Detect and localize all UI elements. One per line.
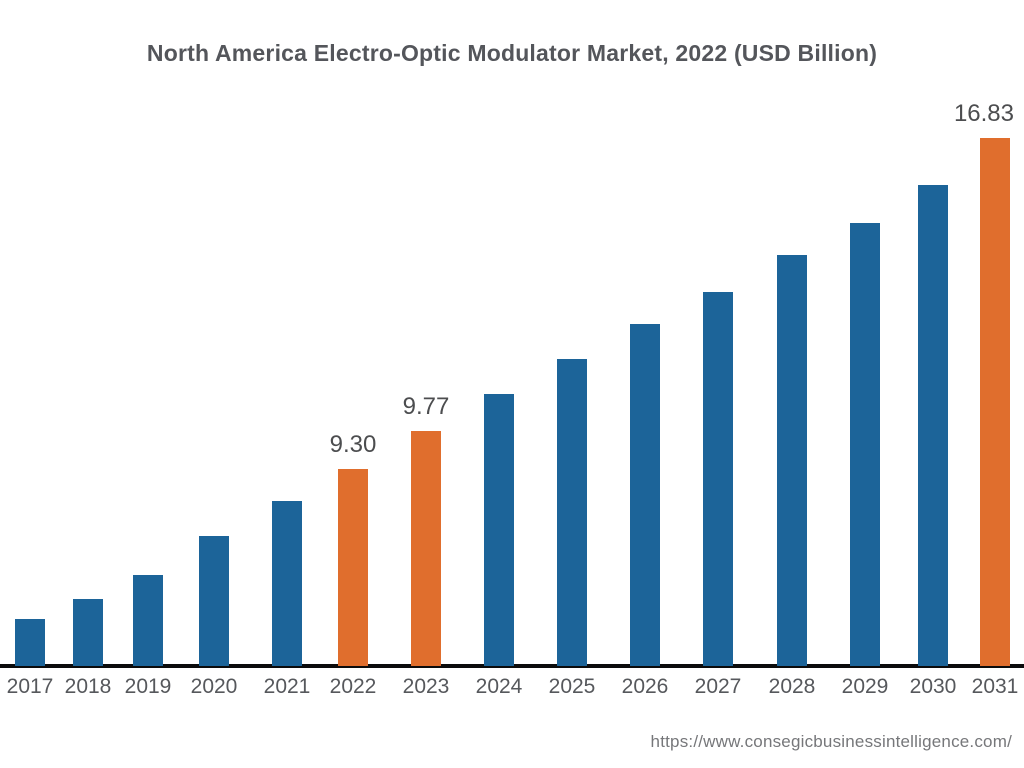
bar-2018: [73, 599, 103, 666]
x-axis-label-2027: 2027: [694, 675, 742, 698]
x-axis-label-2028: 2028: [768, 675, 816, 698]
bar-2024: [484, 394, 514, 666]
bar-2030: [918, 185, 948, 666]
x-axis-label-2029: 2029: [841, 675, 889, 698]
x-axis-label-2024: 2024: [475, 675, 523, 698]
bar-2026: [630, 324, 660, 666]
bar-2027: [703, 292, 733, 666]
bar-value-label-2022: 9.30: [329, 431, 377, 458]
bar-2025: [557, 359, 587, 666]
bar-2028: [777, 255, 807, 666]
bar-2023: [411, 431, 441, 666]
bar-2031: [980, 138, 1010, 666]
x-axis-label-2026: 2026: [621, 675, 669, 698]
x-axis-label-2022: 2022: [329, 675, 377, 698]
x-axis-label-2021: 2021: [263, 675, 311, 698]
x-axis-label-2030: 2030: [909, 675, 957, 698]
x-axis-label-2018: 2018: [64, 675, 112, 698]
bar-2022: [338, 469, 368, 666]
x-axis-label-2019: 2019: [124, 675, 172, 698]
bar-2019: [133, 575, 163, 666]
bar-2020: [199, 536, 229, 666]
bar-value-label-2023: 9.77: [402, 393, 450, 420]
x-axis-label-2020: 2020: [190, 675, 238, 698]
bar-2021: [272, 501, 302, 666]
chart-title: North America Electro-Optic Modulator Ma…: [146, 40, 878, 66]
x-axis-label-2031: 2031: [971, 675, 1019, 698]
bar-2029: [850, 223, 880, 666]
x-axis-label-2025: 2025: [548, 675, 596, 698]
x-axis-label-2023: 2023: [402, 675, 450, 698]
x-axis-label-2017: 2017: [6, 675, 54, 698]
source-url: https://www.consegicbusinessintelligence…: [650, 732, 1012, 751]
bar-value-label-2031: 16.83: [953, 100, 1014, 127]
bar-2017: [15, 619, 45, 666]
x-axis-line: [0, 664, 1024, 668]
